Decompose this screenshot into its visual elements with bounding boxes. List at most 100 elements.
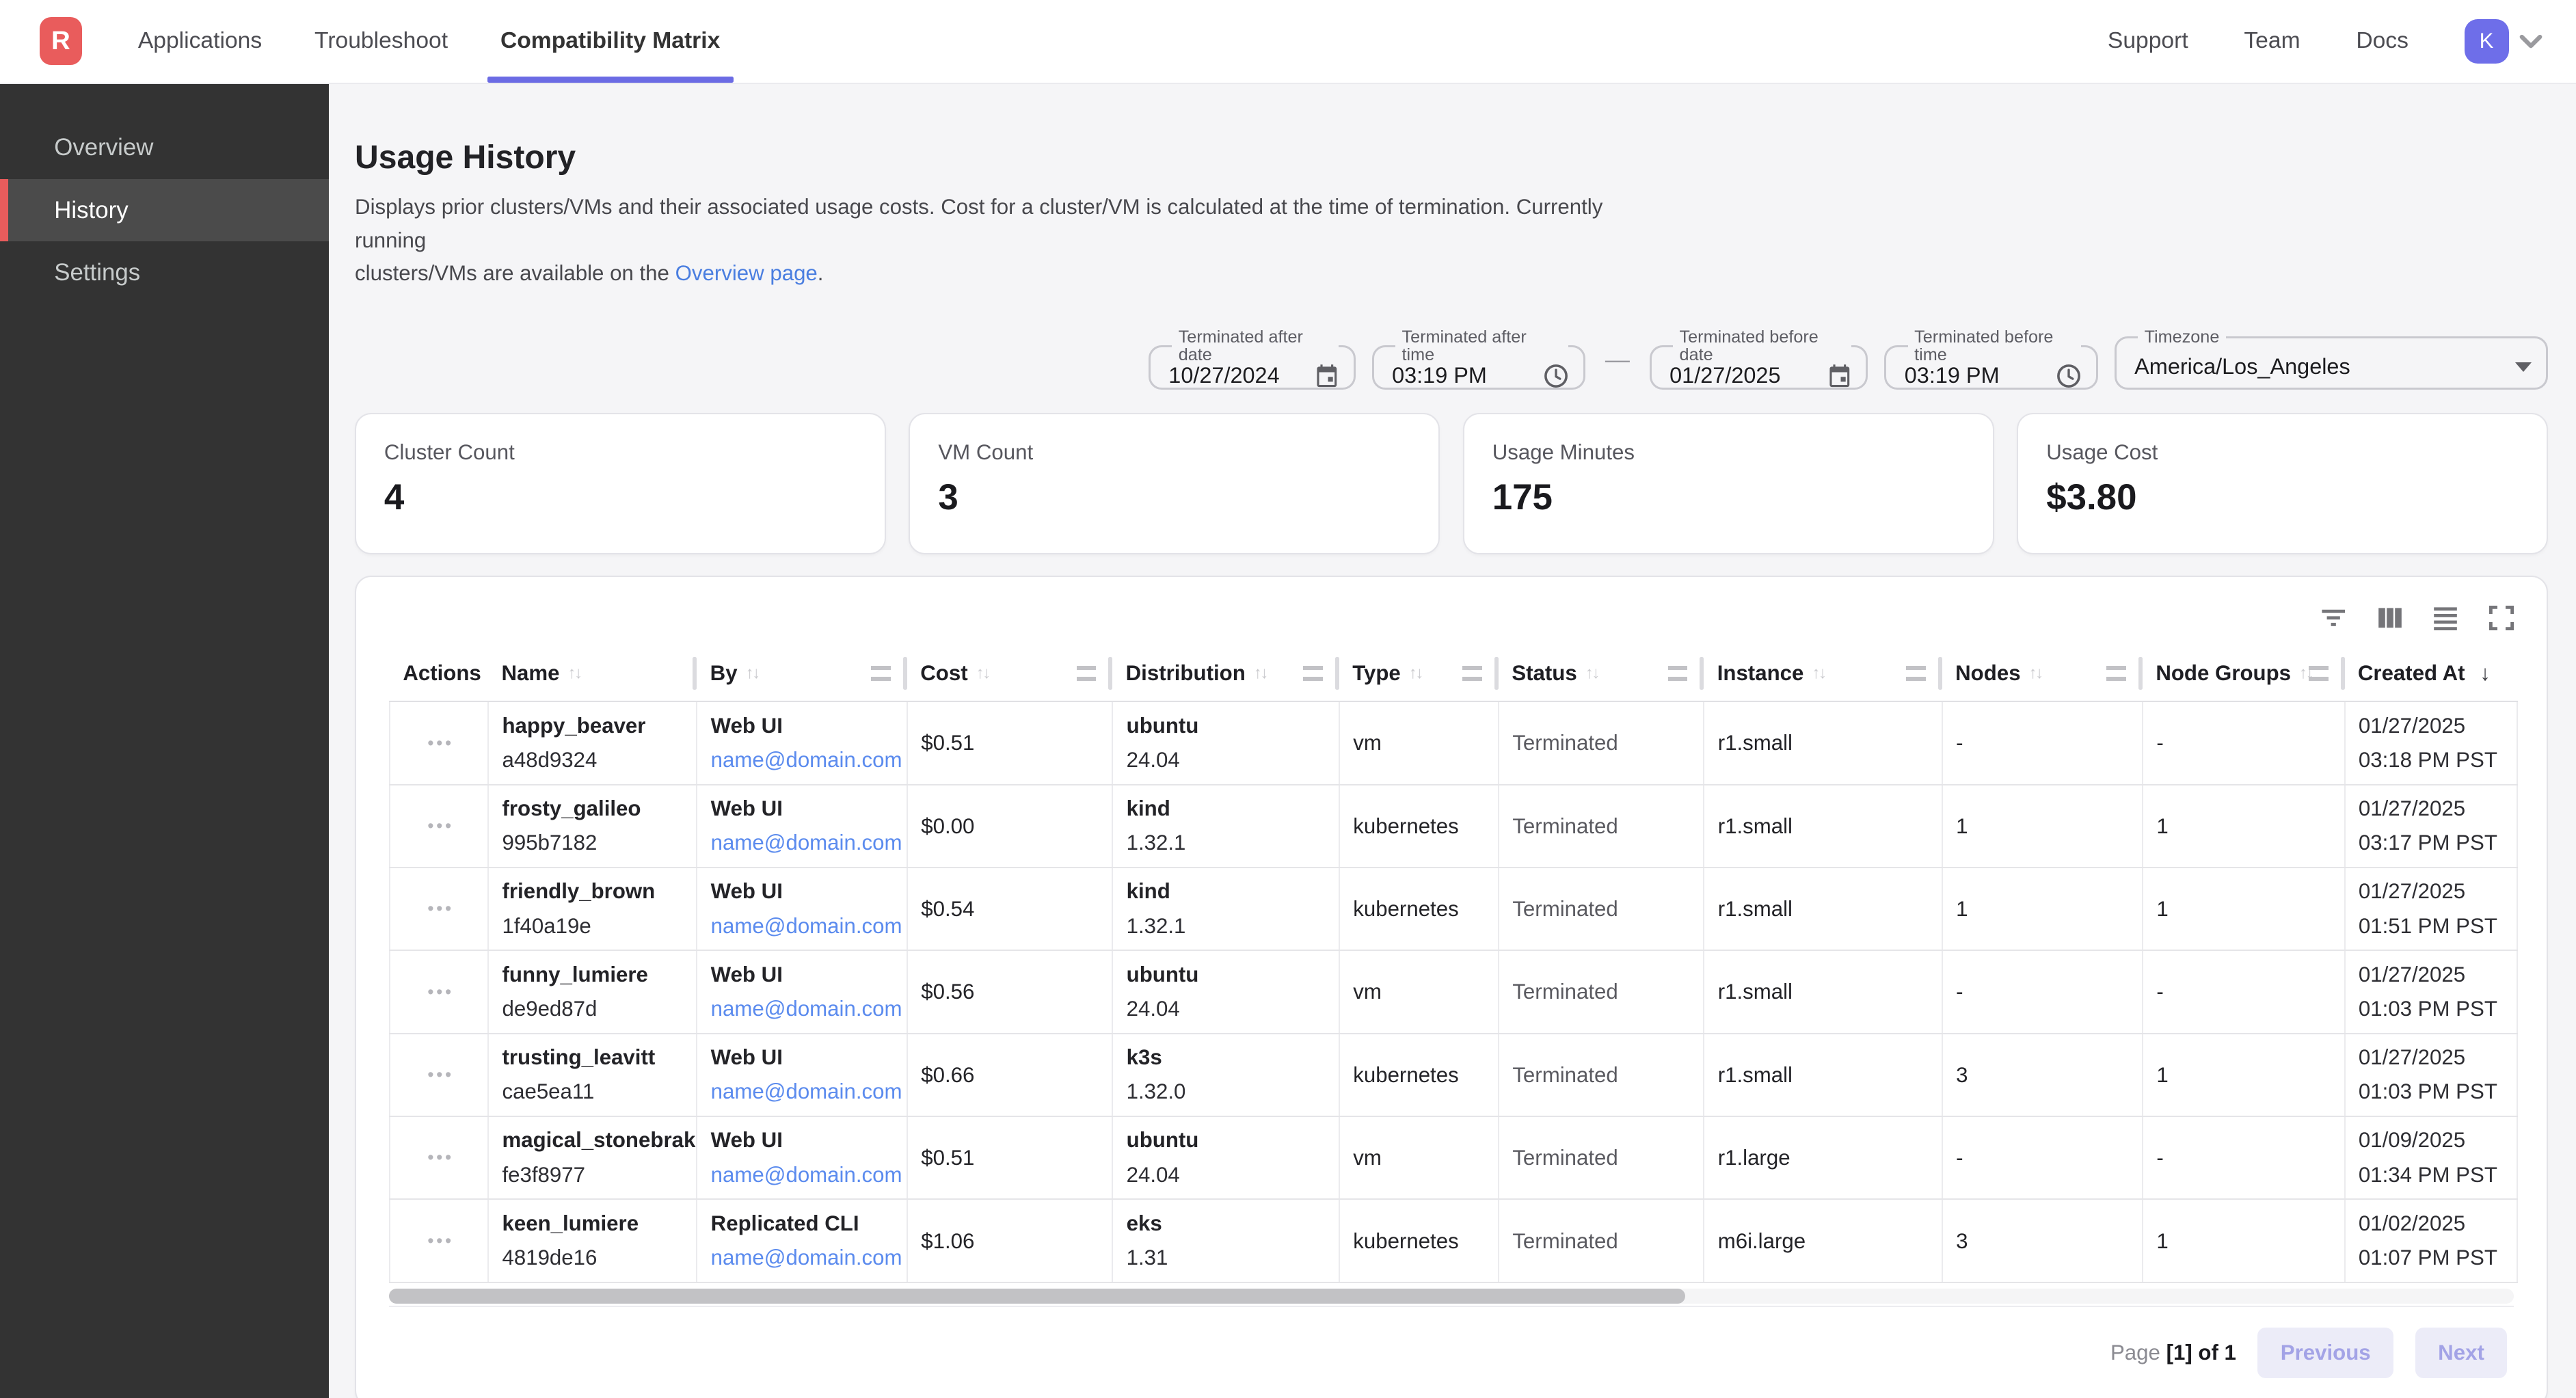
description-suffix: .	[817, 260, 824, 285]
columns-icon[interactable]	[2378, 606, 2402, 630]
terminated-before-date-field[interactable]: Terminated before date 01/27/2025	[1649, 329, 1868, 390]
created-by-email-link[interactable]: name@domain.com	[710, 1162, 902, 1187]
row-actions-button[interactable]: •••	[427, 981, 454, 1002]
row-actions-button[interactable]: •••	[427, 898, 454, 919]
nav-item-support[interactable]: Support	[2107, 28, 2188, 54]
nav-item-compatibility-matrix[interactable]: Compatibility Matrix	[487, 0, 733, 83]
column-separator[interactable]	[693, 657, 697, 690]
row-actions-button[interactable]: •••	[427, 1147, 454, 1168]
created-by-email-link[interactable]: name@domain.com	[710, 748, 902, 772]
column-header-cost[interactable]: Cost ↑↓	[907, 645, 1113, 703]
calendar-icon[interactable]	[1315, 364, 1339, 388]
status-value: Terminated	[1512, 980, 1618, 1004]
column-separator[interactable]	[1494, 657, 1499, 690]
column-header-created_at[interactable]: Created At ↓	[2344, 645, 2517, 703]
column-menu-icon[interactable]	[1462, 666, 1483, 681]
column-separator[interactable]	[1108, 657, 1113, 690]
cell-distribution: kind 1.32.1	[1112, 868, 1341, 952]
created-by-email-link[interactable]: name@domain.com	[710, 831, 902, 855]
previous-page-button[interactable]: Previous	[2257, 1327, 2394, 1378]
cluster-id: a48d9324	[502, 748, 598, 772]
secondary-nav: Support Team Docs K	[2108, 0, 2543, 83]
column-label: Created At	[2357, 661, 2465, 686]
scrollbar-track[interactable]	[389, 1289, 2514, 1304]
column-header-distribution[interactable]: Distribution ↑↓	[1112, 645, 1340, 703]
clock-icon[interactable]	[1544, 364, 1568, 388]
sort-arrows-icon[interactable]: ↑↓	[567, 664, 583, 683]
column-menu-icon[interactable]	[2106, 666, 2127, 681]
terminated-after-time-field[interactable]: Terminated after time 03:19 PM	[1371, 327, 1586, 390]
column-separator[interactable]	[2340, 657, 2345, 690]
sort-arrows-icon[interactable]: ↑↓	[976, 664, 991, 683]
terminated-after-date-value[interactable]: 10/27/2024	[1168, 363, 1280, 388]
created-by-email-link[interactable]: name@domain.com	[710, 1246, 902, 1270]
terminated-before-time-value[interactable]: 03:19 PM	[1904, 363, 2000, 388]
filter-icon[interactable]	[2320, 606, 2346, 630]
nav-item-troubleshoot[interactable]: Troubleshoot	[314, 28, 448, 54]
nav-item-team[interactable]: Team	[2244, 28, 2300, 54]
calendar-icon[interactable]	[1828, 364, 1851, 388]
page-description: Displays prior clusters/VMs and their as…	[355, 191, 1656, 289]
sort-arrows-icon[interactable]: ↑↓	[745, 664, 761, 683]
clock-icon[interactable]	[2056, 364, 2081, 388]
column-separator[interactable]	[2138, 657, 2143, 690]
column-menu-icon[interactable]	[1303, 666, 1323, 681]
cell-cost: $0.56	[907, 950, 1114, 1034]
next-page-button[interactable]: Next	[2415, 1327, 2508, 1378]
created-by-email-link[interactable]: name@domain.com	[710, 913, 902, 938]
column-menu-icon[interactable]	[1076, 666, 1097, 681]
column-separator[interactable]	[1700, 657, 1704, 690]
overview-page-link[interactable]: Overview page	[675, 260, 818, 285]
avatar[interactable]: K	[2464, 18, 2509, 64]
column-header-nodes[interactable]: Nodes ↑↓	[1942, 645, 2143, 703]
sidebar-item-history[interactable]: History	[0, 178, 329, 242]
terminated-before-date-value[interactable]: 01/27/2025	[1669, 363, 1781, 388]
created-by-email-link[interactable]: name@domain.com	[710, 997, 902, 1021]
nav-item-docs[interactable]: Docs	[2356, 28, 2409, 54]
sort-arrows-icon[interactable]: ↑↓	[1253, 664, 1269, 683]
column-separator[interactable]	[1937, 657, 1942, 690]
timezone-select[interactable]: Timezone America/Los_Angeles	[2114, 329, 2549, 390]
column-header-instance[interactable]: Instance ↑↓	[1704, 645, 1942, 703]
fullscreen-icon[interactable]	[2489, 605, 2514, 630]
type-value: kubernetes	[1353, 1228, 1459, 1253]
density-icon[interactable]	[2433, 606, 2458, 630]
row-actions-button[interactable]: •••	[427, 732, 454, 753]
sidebar-item-overview[interactable]: Overview	[54, 134, 154, 161]
created-by-email-link[interactable]: name@domain.com	[710, 1079, 902, 1104]
terminated-after-date-field[interactable]: Terminated after date 10/27/2024	[1148, 329, 1356, 390]
sort-arrows-icon[interactable]: ↑↓	[2028, 664, 2044, 683]
column-menu-icon[interactable]	[871, 666, 891, 681]
column-header-status[interactable]: Status ↑↓	[1499, 645, 1704, 703]
dropdown-arrow-icon[interactable]	[2514, 362, 2532, 372]
column-header-type[interactable]: Type ↑↓	[1339, 645, 1499, 703]
created-at-time: 01:03 PM PST	[2358, 997, 2497, 1021]
sort-arrows-icon[interactable]: ↑↓	[1585, 664, 1600, 683]
nav-item-applications[interactable]: Applications	[137, 28, 263, 54]
scrollbar-thumb[interactable]	[389, 1289, 1685, 1304]
timezone-value[interactable]: America/Los_Angeles	[2134, 354, 2350, 379]
row-actions-button[interactable]: •••	[427, 1230, 454, 1251]
sort-arrows-icon[interactable]: ↑↓	[1812, 664, 1827, 683]
terminated-after-time-label: Terminated after time	[1401, 327, 1527, 364]
column-menu-icon[interactable]	[2308, 666, 2329, 681]
sidebar-item-settings[interactable]: Settings	[54, 258, 141, 286]
replicated-logo[interactable]: R	[39, 17, 83, 66]
column-header-name[interactable]: Name ↑↓	[488, 645, 697, 703]
row-actions-button[interactable]: •••	[427, 1064, 454, 1085]
column-header-by[interactable]: By ↑↓	[697, 645, 908, 703]
column-header-node_groups[interactable]: Node Groups ↑↓	[2143, 645, 2345, 703]
distribution-name: k3s	[1126, 1045, 1162, 1069]
column-separator[interactable]	[1335, 657, 1340, 690]
terminated-after-time-value[interactable]: 03:19 PM	[1392, 363, 1487, 388]
sorted-desc-arrow-icon[interactable]: ↓	[2480, 661, 2491, 686]
row-actions-button[interactable]: •••	[427, 815, 454, 836]
user-menu[interactable]: K	[2464, 18, 2543, 64]
column-menu-icon[interactable]	[1906, 666, 1926, 681]
distribution-name: ubuntu	[1126, 1128, 1199, 1153]
column-menu-icon[interactable]	[1667, 666, 1688, 681]
column-label: Node Groups	[2156, 661, 2292, 686]
column-separator[interactable]	[903, 657, 908, 690]
sort-arrows-icon[interactable]: ↑↓	[1408, 664, 1424, 683]
terminated-before-time-field[interactable]: Terminated before time 03:19 PM	[1884, 329, 2098, 390]
